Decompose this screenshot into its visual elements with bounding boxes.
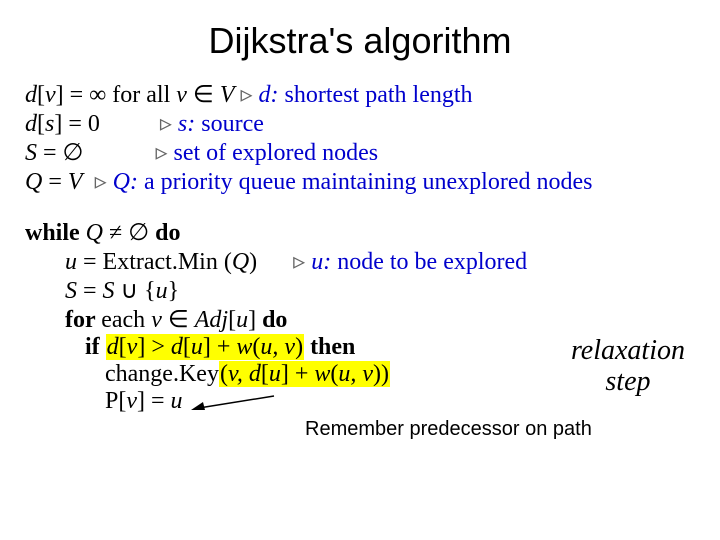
extract-line: u = Extract.Min (Q) ▹ u: node to be expl…: [25, 247, 695, 276]
init-line-4: Q = V ▹ Q: a priority queue maintaining …: [25, 167, 695, 196]
comment-txt: set of explored nodes: [174, 140, 379, 166]
txt: ): [249, 249, 257, 275]
var-Q: Q: [232, 249, 249, 275]
var-w: w: [314, 361, 330, 387]
var-uv: u, v: [338, 361, 373, 387]
var-d: d: [25, 82, 37, 108]
comment-txt: node to be explored: [331, 249, 527, 275]
var-d: d: [25, 111, 37, 137]
txt: ∈: [187, 82, 220, 108]
txt: ∪ {: [115, 278, 156, 304]
kw-if: if: [85, 334, 106, 360]
comment-marker: ▹: [235, 82, 259, 108]
txt: ] +: [281, 361, 315, 387]
init-line-3: S = ∅ ▹ set of explored nodes: [25, 138, 695, 167]
page-title: Dijkstra's algorithm: [25, 20, 695, 62]
comment-u: u:: [311, 249, 331, 275]
var-Q: Q: [86, 220, 103, 246]
kw-while: while: [25, 220, 86, 246]
txt: [: [183, 334, 191, 360]
slide-container: Dijkstra's algorithm d[v] = ∞ for all v …: [25, 20, 695, 415]
var-u: u: [269, 361, 281, 387]
init-block: d[v] = ∞ for all v ∈ V ▹ d: shortest pat…: [25, 80, 695, 196]
txt: (: [220, 361, 228, 387]
comment-marker: ▹: [83, 140, 173, 166]
comment-txt: a priority queue maintaining unexplored …: [138, 169, 593, 195]
txt: P[: [105, 388, 126, 414]
txt: ] = ∞ for all: [56, 82, 177, 108]
txt: = Extract.Min (: [77, 249, 232, 275]
var-u: u: [191, 334, 203, 360]
init-line-2: d[s] = 0 ▹ s: source: [25, 109, 695, 138]
comment-s: s:: [178, 111, 195, 137]
loop-block: while Q ≠ ∅ do u = Extract.Min (Q) ▹ u: …: [25, 218, 695, 415]
txt: ): [295, 334, 303, 360]
var-S: S: [65, 278, 77, 304]
while-line: while Q ≠ ∅ do: [25, 218, 695, 247]
var-vd: v, d: [228, 361, 261, 387]
relaxation-label: relaxation step: [571, 336, 685, 398]
txt: =: [42, 169, 68, 195]
for-line: for each v ∈ Adj[u] do: [25, 305, 695, 334]
var-d: d: [171, 334, 183, 360]
var-Q: Q: [25, 169, 42, 195]
kw-for: for: [65, 307, 101, 333]
var-v: v: [126, 388, 137, 414]
txt: each: [101, 307, 151, 333]
kw-do: do: [262, 307, 287, 333]
var-v: v: [176, 82, 187, 108]
var-V: V: [68, 169, 83, 195]
union-line: S = S ∪ {u}: [25, 276, 695, 305]
txt: ] +: [203, 334, 237, 360]
txt: ] >: [137, 334, 171, 360]
txt: [: [119, 334, 127, 360]
var-u: u: [65, 249, 77, 275]
predecessor-note: Remember predecessor on path: [305, 418, 592, 441]
var-S: S: [25, 140, 37, 166]
txt: [: [228, 307, 236, 333]
txt: }: [168, 278, 180, 304]
var-V: V: [220, 82, 235, 108]
var-w: w: [236, 334, 252, 360]
comment-d: d:: [259, 82, 279, 108]
kw-do: do: [155, 220, 180, 246]
txt: [: [37, 111, 45, 137]
txt: [: [261, 361, 269, 387]
var-v: v: [127, 334, 138, 360]
var-S: S: [103, 278, 115, 304]
var-s: s: [45, 111, 54, 137]
txt: ]: [248, 307, 262, 333]
comment-Q: Q:: [113, 169, 138, 195]
var-v: v: [151, 307, 162, 333]
txt: ∈: [162, 307, 195, 333]
comment-txt: source: [195, 111, 264, 137]
txt: ] = 0: [54, 111, 100, 137]
comment-marker: ▹: [257, 249, 311, 275]
txt: )): [373, 361, 389, 387]
kw-then: then: [304, 334, 355, 360]
var-Adj: Adj: [195, 307, 228, 333]
var-v: v: [45, 82, 56, 108]
var-uv: u, v: [260, 334, 295, 360]
relax-l2: step: [571, 367, 685, 398]
comment-txt: shortest path length: [279, 82, 473, 108]
arrow-icon: [189, 392, 279, 412]
txt: = ∅: [37, 140, 83, 166]
txt: ≠ ∅: [103, 220, 155, 246]
comment-marker: ▹: [83, 169, 113, 195]
txt: [: [37, 82, 45, 108]
comment-marker: ▹: [100, 111, 178, 137]
var-u: u: [171, 388, 183, 414]
init-line-1: d[v] = ∞ for all v ∈ V ▹ d: shortest pat…: [25, 80, 695, 109]
var-d: d: [107, 334, 119, 360]
txt: =: [77, 278, 103, 304]
fn-changekey: change.Key: [105, 361, 219, 387]
var-u: u: [236, 307, 248, 333]
var-u: u: [156, 278, 168, 304]
txt: ] =: [137, 388, 171, 414]
relax-l1: relaxation: [571, 336, 685, 367]
